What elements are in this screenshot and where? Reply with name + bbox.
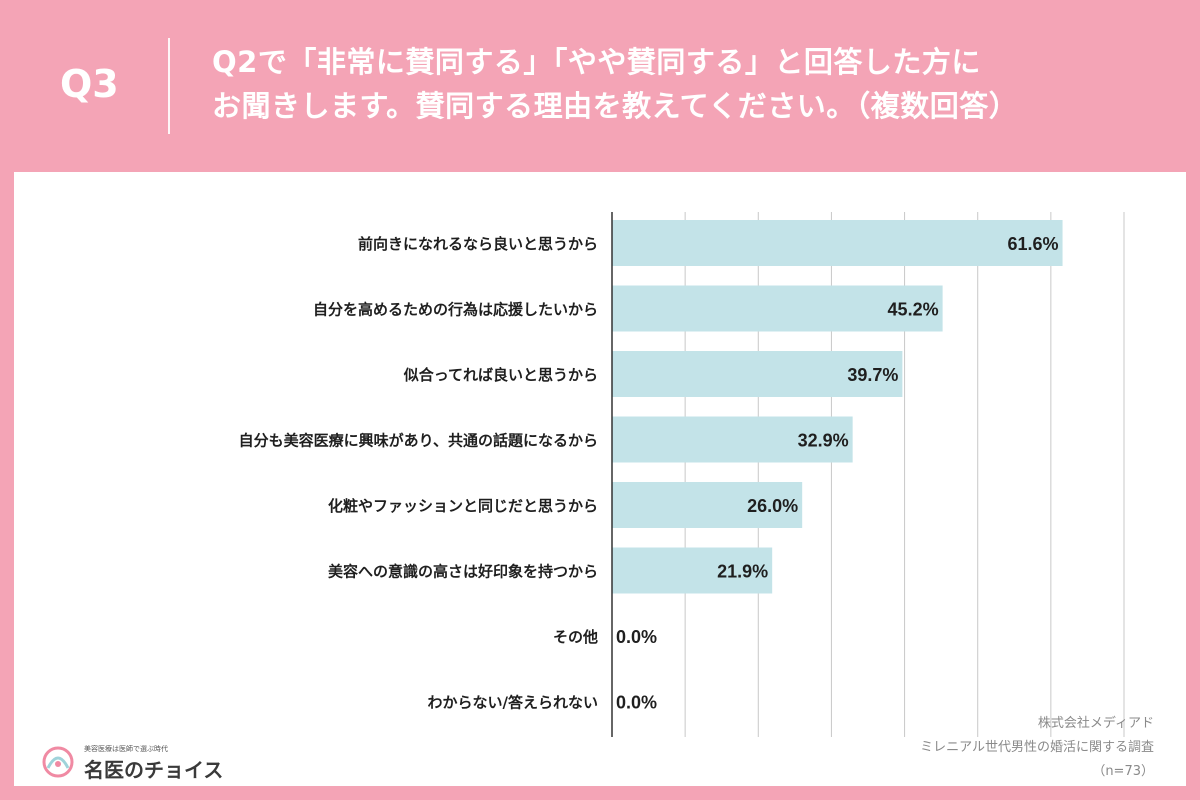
category-label: 美容への意識の高さは好印象を持つから [328, 563, 598, 581]
bar [612, 482, 803, 528]
category-label: 化粧やファッションと同じだと思うから [328, 497, 598, 515]
bar [612, 547, 773, 594]
source-survey: ミレニアル世代男性の婚活に関する調査 [920, 740, 1154, 755]
question-text: Q2で「非常に賛同する」「やや賛同する」と回答した方に お聞きします。賛同する理… [212, 40, 1172, 128]
logo: 美容医療は医師で選ぶ時代 名医のチョイス [32, 740, 224, 784]
category-label: わからない/答えられない [428, 694, 598, 712]
sample-size: （n=73） [1092, 764, 1154, 779]
value-label: 0.0% [616, 627, 657, 647]
value-label: 26.0% [747, 496, 798, 516]
value-label: 39.7% [847, 365, 898, 385]
value-label: 0.0% [616, 693, 657, 713]
category-label: 自分を高めるための行為は応援したいから [313, 301, 598, 319]
category-label: その他 [553, 628, 598, 646]
header-divider [168, 38, 170, 134]
header: Q3 Q2で「非常に賛同する」「やや賛同する」と回答した方に お聞きします。賛同… [0, 0, 1200, 170]
bar [612, 351, 903, 397]
chart-panel: 前向きになれるなら良いと思うから 61.6% 自分を高めるための行為は応援したいから… [14, 172, 1186, 786]
bar [612, 416, 853, 463]
category-label: 前向きになれるなら良いと思うから [358, 235, 598, 253]
value-label: 45.2% [888, 300, 939, 320]
bar-chart: 前向きになれるなら良いと思うから 61.6% 自分を高めるための行為は応援したいから… [239, 212, 1125, 737]
source-company: 株式会社メディアド [1037, 716, 1154, 731]
question-line-1: Q2で「非常に賛同する」「やや賛同する」と回答した方に [212, 45, 981, 79]
value-label: 21.9% [717, 562, 768, 582]
logo-mark-icon [42, 746, 74, 778]
value-label: 32.9% [798, 431, 849, 451]
category-label: 自分も美容医療に興味があり、共通の話題になるから [239, 432, 598, 450]
bar [612, 285, 943, 332]
category-label: 似合ってれば良いと思うから [403, 366, 598, 384]
question-line-2: お聞きします。賛同する理由を教えてください。（複数回答） [212, 89, 1019, 123]
value-label: 61.6% [1008, 234, 1059, 254]
question-number: Q3 [60, 62, 119, 106]
logo-name: 名医のチョイス [84, 758, 224, 782]
logo-tagline: 美容医療は医師で選ぶ時代 [84, 745, 168, 753]
bar [612, 220, 1063, 266]
